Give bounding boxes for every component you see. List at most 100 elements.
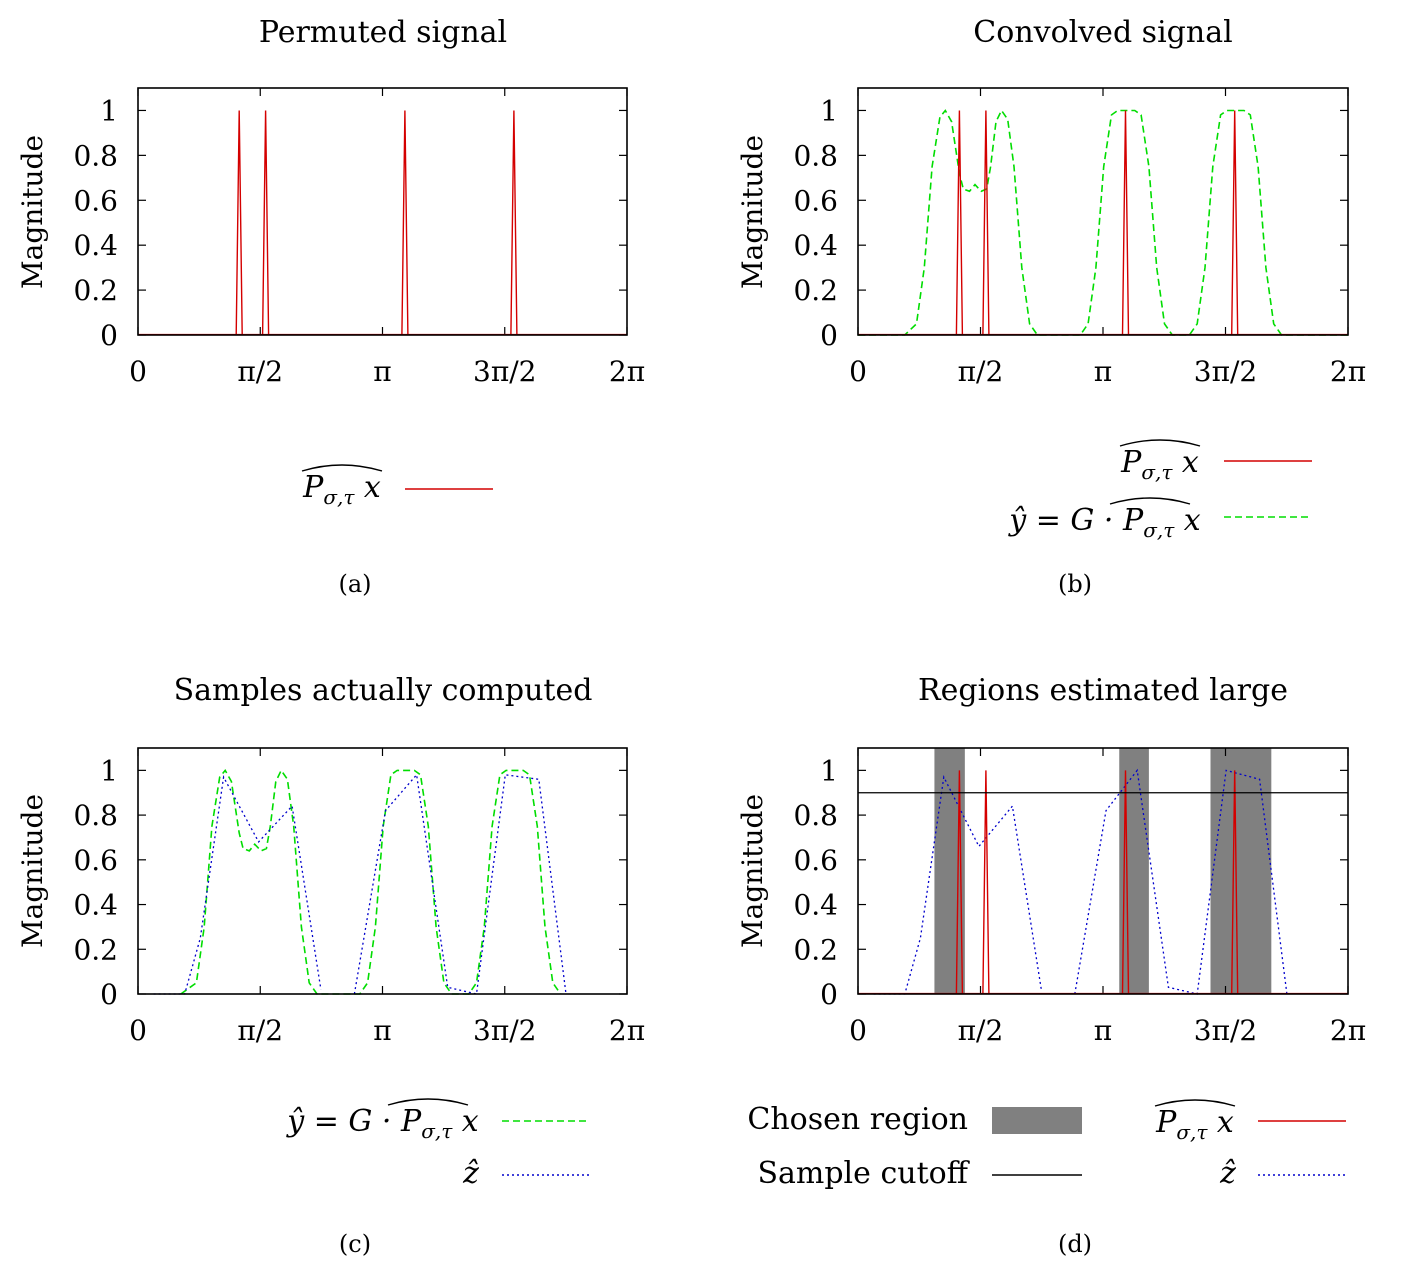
spike xyxy=(401,110,409,336)
series-zhat xyxy=(353,773,567,995)
subplot-b: Convolved signal Magnitude (b) 0 0.2 0.4 0.6 0.… xyxy=(736,15,1366,598)
y-tick-label: 0.8 xyxy=(73,139,118,172)
legend-hat xyxy=(301,464,383,472)
spike xyxy=(235,110,243,336)
chart-title: Convolved signal xyxy=(973,15,1232,50)
y-axis-label: Magnitude xyxy=(736,794,769,948)
y-tick-label: 0.4 xyxy=(793,229,838,262)
x-tick-label: π/2 xyxy=(958,355,1004,388)
legend-hat xyxy=(387,1098,469,1106)
subplot-caption: (c) xyxy=(339,1230,371,1258)
y-tick-label: 0 xyxy=(820,319,838,352)
x-tick-label: 3π/2 xyxy=(1194,355,1257,388)
legend: Pσ,τ x xyxy=(301,464,493,509)
x-tick-label: 2π xyxy=(1330,355,1366,388)
y-axis-label: Magnitude xyxy=(16,135,49,289)
legend-label-permuted: Pσ,τ x xyxy=(302,470,381,509)
y-tick-label: 0.8 xyxy=(793,139,838,172)
y-tick-label: 0.4 xyxy=(73,229,118,262)
spike xyxy=(982,770,990,995)
spike xyxy=(261,110,270,336)
spike xyxy=(1231,110,1239,336)
subplot-caption: (b) xyxy=(1058,570,1092,598)
x-tick-label: 2π xyxy=(609,355,645,388)
x-tick-label: 3π/2 xyxy=(473,1014,536,1047)
series-convolved xyxy=(180,768,562,995)
y-tick-label: 1 xyxy=(100,754,118,787)
x-tick-label: π/2 xyxy=(958,1014,1004,1047)
series-convolved xyxy=(858,108,1348,336)
x-tick-label: 3π/2 xyxy=(1194,1014,1257,1047)
legend-hat xyxy=(1119,439,1201,447)
y-tick-label: 0.8 xyxy=(793,799,838,832)
y-tick-label: 0.2 xyxy=(73,933,118,966)
legend-hat xyxy=(1109,497,1191,505)
legend: ŷ = G · Pσ,τ x ẑ xyxy=(285,1098,590,1191)
y-tick-label: 0.2 xyxy=(793,933,838,966)
spike xyxy=(510,110,518,336)
y-axis-label: Magnitude xyxy=(16,794,49,948)
legend-label-zhat: ẑ xyxy=(1219,1156,1236,1191)
legend-label-permuted: Pσ,τ x xyxy=(1120,445,1199,484)
x-tick-label: π xyxy=(1094,1014,1112,1047)
legend-label-convolved: ŷ = G · Pσ,τ x xyxy=(1007,503,1201,542)
x-tick-label: 0 xyxy=(129,1014,147,1047)
legend: Pσ,τ x ŷ = G · Pσ,τ x xyxy=(1007,439,1312,542)
y-tick-label: 0 xyxy=(820,978,838,1011)
y-tick-label: 1 xyxy=(820,94,838,127)
legend-label-cutoff: Sample cutoff xyxy=(757,1156,970,1191)
legend-label-permuted: Pσ,τ x xyxy=(1155,1105,1234,1144)
y-axis-label: Magnitude xyxy=(736,135,769,289)
y-tick-label: 0 xyxy=(100,319,118,352)
legend-label-chosen_region: Chosen region xyxy=(747,1102,968,1137)
x-tick-label: π xyxy=(373,355,391,388)
y-tick-label: 0.8 xyxy=(73,799,118,832)
y-tick-label: 0.6 xyxy=(73,184,118,217)
x-tick-label: 3π/2 xyxy=(473,355,536,388)
x-tick-label: π/2 xyxy=(237,1014,283,1047)
legend-swatch-chosen_region xyxy=(992,1107,1082,1134)
y-tick-label: 0.4 xyxy=(73,889,118,922)
spike xyxy=(982,110,990,336)
chosen-region xyxy=(1210,748,1272,994)
spike xyxy=(1231,770,1239,995)
chart-title: Permuted signal xyxy=(259,15,507,50)
x-tick-label: π/2 xyxy=(237,355,283,388)
legend-hat xyxy=(1154,1099,1236,1107)
plot-frame xyxy=(857,87,1349,336)
y-tick-label: 0.2 xyxy=(73,274,118,307)
y-tick-label: 1 xyxy=(820,754,838,787)
subplot-c: Samples actually computed Magnitude (c) 0 0.… xyxy=(16,673,645,1258)
series-zhat xyxy=(1074,768,1288,995)
legend: Chosen region Sample cutoff Pσ,τ x ẑ xyxy=(747,1099,1346,1191)
subplot-caption: (d) xyxy=(1058,1230,1092,1258)
y-tick-label: 0.6 xyxy=(793,184,838,217)
x-tick-label: 0 xyxy=(129,355,147,388)
y-tick-label: 1 xyxy=(100,94,118,127)
y-tick-label: 0.2 xyxy=(793,274,838,307)
x-tick-label: 2π xyxy=(609,1014,645,1047)
plot-frame xyxy=(137,747,628,995)
chart-title: Regions estimated large xyxy=(918,673,1288,708)
x-tick-label: 0 xyxy=(849,1014,867,1047)
y-tick-label: 0.4 xyxy=(793,889,838,922)
subplot-d: Regions estimated large Magnitude (d) 0 0.2 0… xyxy=(736,673,1366,1258)
x-tick-label: π xyxy=(373,1014,391,1047)
subplot-a: Permuted signal Magnitude (a) 0 0.2 0.4 0.6 0.8… xyxy=(16,15,645,598)
plot-frame xyxy=(857,747,1349,995)
y-tick-label: 0.6 xyxy=(793,844,838,877)
y-tick-label: 0.6 xyxy=(73,844,118,877)
x-tick-label: 0 xyxy=(849,355,867,388)
spike xyxy=(955,110,964,336)
y-tick-label: 0 xyxy=(100,978,118,1011)
spike xyxy=(1121,110,1130,336)
x-tick-label: 2π xyxy=(1330,1014,1366,1047)
plot-frame xyxy=(137,87,628,336)
series-zhat xyxy=(153,775,322,995)
spike xyxy=(955,770,964,995)
spike xyxy=(1121,770,1130,995)
legend-label-zhat: ẑ xyxy=(462,1156,479,1191)
chart-title: Samples actually computed xyxy=(174,673,593,708)
x-tick-label: π xyxy=(1094,355,1112,388)
